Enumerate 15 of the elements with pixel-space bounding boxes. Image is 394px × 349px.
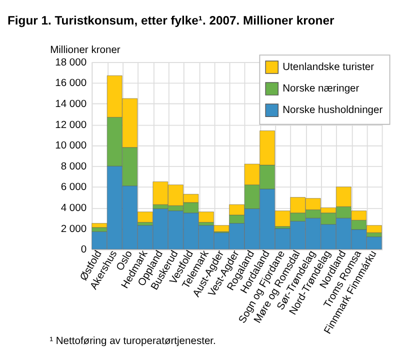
y-tick-label: 10 000 bbox=[55, 140, 87, 152]
y-tick-label: 8 000 bbox=[60, 161, 87, 172]
legend-label: Norske husholdninger bbox=[282, 105, 384, 116]
y-tick-label: 6 000 bbox=[60, 182, 87, 194]
y-tick-label: 16 000 bbox=[55, 78, 87, 90]
text: ¹ Nettoføring av turoperatørtjenester. bbox=[50, 336, 216, 347]
y-tick-label: 2 000 bbox=[60, 224, 87, 235]
y-axis-title: Millioner kroner bbox=[50, 45, 121, 56]
y-tick-label: 12 000 bbox=[55, 120, 87, 131]
y-tick-label: 18 000 bbox=[55, 57, 87, 68]
y-tick-label: 4 000 bbox=[60, 202, 87, 214]
legend-label: Norske næringer bbox=[282, 84, 360, 95]
y-tick-label: 14 000 bbox=[55, 98, 87, 110]
chart-title: Figur 1. Turistkonsum, etter fylke¹. 2007. Millioner kroner bbox=[7, 14, 334, 28]
legend-label: Utenlandske turister bbox=[282, 62, 375, 74]
